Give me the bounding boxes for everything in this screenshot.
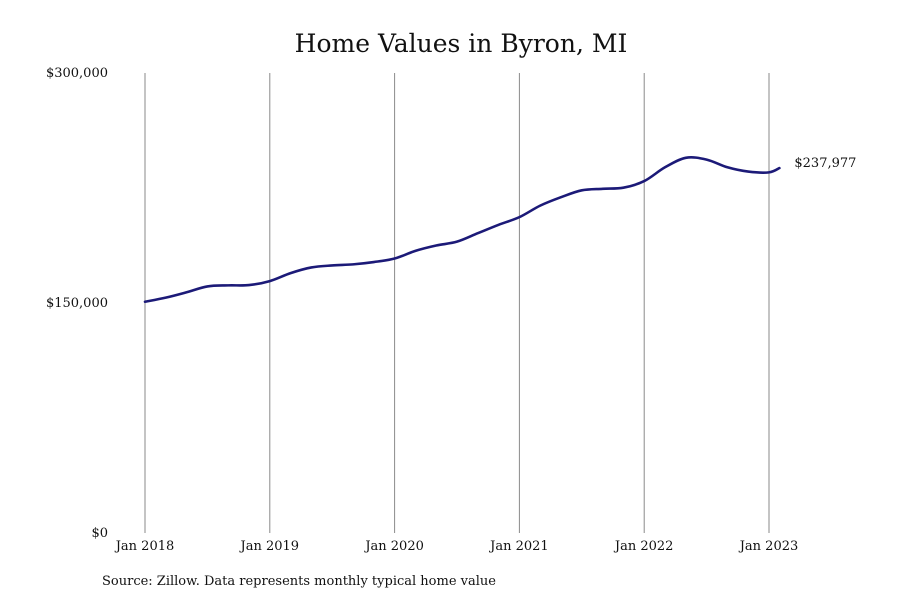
y-tick-label: $0 — [91, 526, 108, 541]
x-tick-label: Jan 2023 — [738, 539, 799, 554]
x-tick-label: Jan 2019 — [239, 539, 300, 554]
y-tick-label: $150,000 — [46, 296, 108, 311]
x-axis-ticks: Jan 2018 Jan 2019 Jan 2020 Jan 2021 Jan 2022… — [114, 539, 799, 554]
source-note: Source: Zillow. Data represents monthly … — [102, 574, 496, 589]
x-tick-label: Jan 2022 — [613, 539, 674, 554]
y-tick-label: $300,000 — [46, 66, 108, 81]
gridlines — [144, 73, 770, 533]
x-tick-label: Jan 2018 — [114, 539, 175, 554]
x-tick-label: Jan 2020 — [363, 539, 424, 554]
x-tick-label: Jan 2021 — [488, 539, 549, 554]
y-axis-ticks: $0 $150,000 $300,000 — [46, 66, 108, 541]
series-end-label: $237,977 — [794, 156, 856, 171]
series-line — [143, 156, 781, 304]
chart-title: Home Values in Byron, MI — [295, 29, 628, 58]
series: $237,977 — [143, 156, 856, 304]
